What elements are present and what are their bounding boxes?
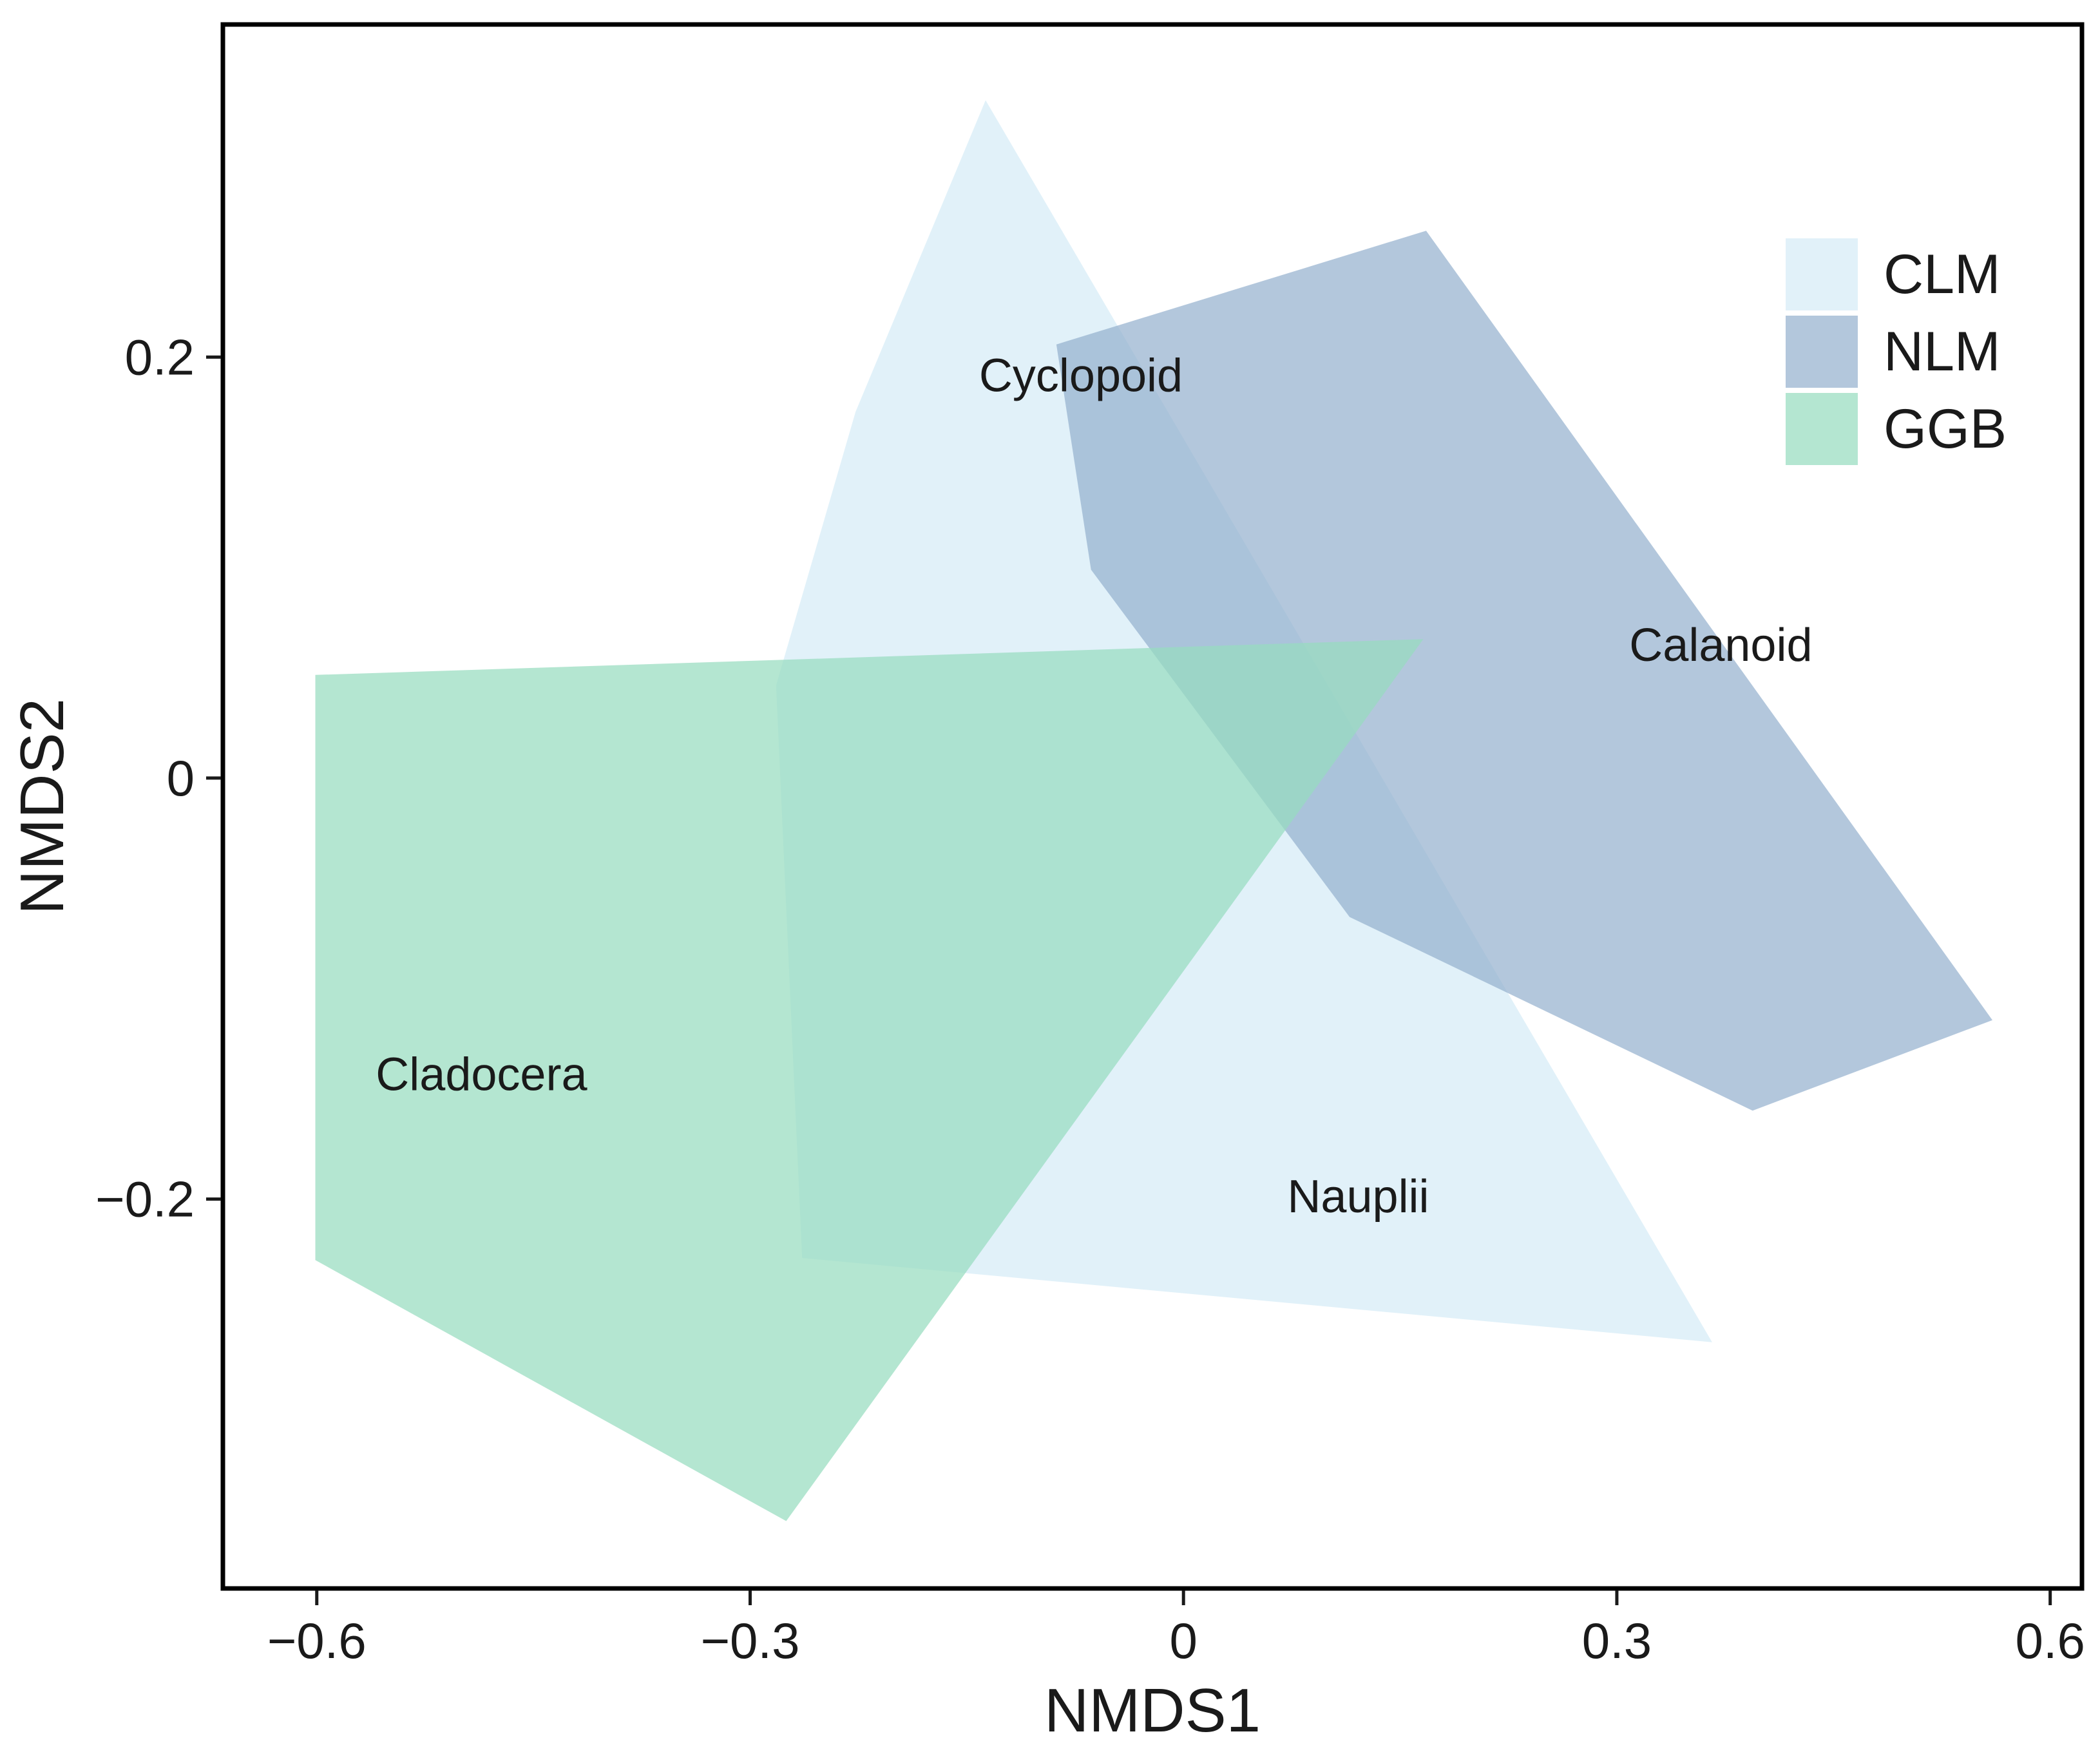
y-tick-label: −0.2 (95, 1170, 195, 1227)
group-annotations: Cyclopoid Calanoid Cladocera Nauplii (376, 350, 1812, 1223)
x-tick-label: −0.6 (267, 1612, 367, 1669)
x-tick-label: 0 (1170, 1612, 1198, 1669)
x-tick-label: 0.3 (1582, 1612, 1652, 1669)
hull-ggb (315, 639, 1424, 1521)
y-axis: 0.2 0 −0.2 (95, 329, 221, 1227)
hull-nlm (1056, 231, 1992, 1111)
x-axis-title: NMDS1 (1044, 1676, 1261, 1745)
annotation-cladocera: Cladocera (376, 1049, 587, 1101)
legend-key-nlm (1786, 316, 1858, 388)
legend-label-nlm: NLM (1884, 321, 2001, 383)
x-axis: −0.6 −0.3 0 0.3 0.6 (267, 1590, 2085, 1669)
y-tick-label: 0 (167, 750, 195, 806)
y-axis-title: NMDS2 (8, 698, 77, 915)
legend-key-ggb (1786, 393, 1858, 465)
legend-label-clm: CLM (1884, 243, 2001, 305)
convex-hulls (315, 100, 1992, 1521)
annotation-calanoid: Calanoid (1629, 620, 1812, 671)
legend-key-clm (1786, 238, 1858, 310)
x-tick-label: −0.3 (700, 1612, 799, 1669)
annotation-cyclopoid: Cyclopoid (979, 350, 1183, 402)
legend-label-ggb: GGB (1884, 398, 2007, 460)
annotation-nauplii: Nauplii (1287, 1171, 1429, 1223)
y-tick-label: 0.2 (125, 329, 195, 385)
legend: CLM NLM GGB (1786, 238, 2007, 465)
x-tick-label: 0.6 (2015, 1612, 2085, 1669)
plot-panel-border (220, 22, 2085, 1591)
